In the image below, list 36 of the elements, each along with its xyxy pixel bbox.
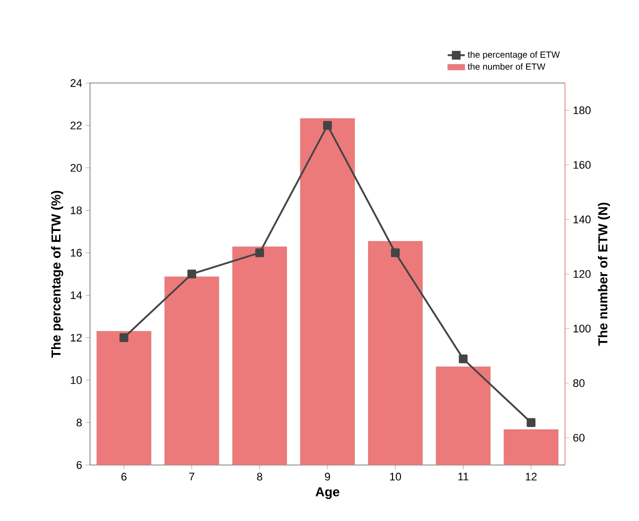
y2-axis-title: The number of ETW (N) (598, 202, 610, 346)
y-tick-label: 8 (76, 418, 82, 426)
y2-tick-label: 60 (573, 434, 585, 442)
y-tick-label: 18 (70, 206, 82, 214)
legend-label: the percentage of ETW (468, 51, 560, 60)
y2-tick-label: 100 (574, 324, 591, 332)
x-tick-label: 9 (324, 472, 330, 481)
y-axis-title: The percentage of ETW (%) (51, 190, 64, 358)
point (120, 333, 128, 342)
y2-tick-label: 120 (574, 270, 591, 278)
y2-tick-label: 180 (574, 106, 591, 114)
legend-label: the number of ETW (468, 63, 546, 70)
x-axis-title: Age (316, 487, 340, 500)
y-tick-label: 22 (70, 122, 82, 130)
point (390, 248, 400, 258)
y-tick-label: 12 (70, 334, 82, 342)
y2-tick-label: 80 (573, 379, 585, 388)
y-tick-label: 24 (70, 79, 82, 87)
point (458, 354, 468, 364)
y-tick-label: 10 (70, 376, 82, 384)
y2-tick-label: 140 (574, 216, 591, 224)
y-tick-label: 16 (70, 248, 82, 257)
y-tick-label: 14 (70, 291, 82, 299)
y-tick-label: 20 (70, 164, 82, 172)
x-tick-label: 10 (390, 472, 402, 481)
x-tick-label: 8 (257, 472, 262, 481)
point (255, 248, 264, 258)
y2-tick-label: 160 (574, 160, 591, 169)
point (187, 270, 196, 278)
x-tick-label: 7 (189, 472, 194, 480)
x-tick-label: 12 (526, 472, 537, 480)
point (526, 418, 536, 427)
point (323, 121, 332, 130)
x-tick-label: 11 (458, 472, 468, 480)
y-tick-label: 6 (76, 461, 82, 469)
x-tick-label: 6 (121, 472, 126, 481)
